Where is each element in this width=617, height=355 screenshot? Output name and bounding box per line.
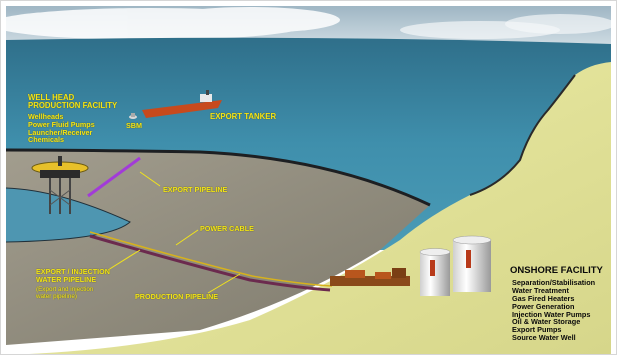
well-head-platform bbox=[31, 156, 89, 214]
well-head-item: Chemicals bbox=[28, 135, 64, 145]
well-head-item: Launcher/Receiver bbox=[28, 127, 93, 137]
production-pipeline-line bbox=[89, 234, 331, 292]
onshore-item: Power Generation bbox=[512, 301, 575, 311]
onshore-item: Source Water Well bbox=[512, 333, 576, 343]
onshore-item: Separation/Stabilisation bbox=[512, 278, 596, 287]
export-injection-note-line: (Export and injection bbox=[36, 286, 94, 293]
water-layer bbox=[5, 187, 131, 243]
export-pipeline-label: EXPORT PIPELINE bbox=[163, 185, 228, 194]
onshore-item: Water Treatment bbox=[512, 285, 569, 295]
export-injection-note-line: water pipeline) bbox=[36, 292, 77, 300]
well-head-item: Wellheads bbox=[28, 112, 64, 121]
storage-tank-left bbox=[419, 248, 451, 296]
seabed-rim bbox=[5, 148, 431, 207]
leader-lines bbox=[107, 171, 241, 294]
export-injection-note: (Export and injection water pipeline) bbox=[36, 286, 94, 301]
well-head-title-line: WELL HEAD bbox=[28, 93, 75, 102]
well-head-title-line: PRODUCTION FACILITY bbox=[28, 101, 118, 111]
onshore-item: Injection Water Pumps bbox=[512, 309, 591, 319]
onshore-item: Gas Fired Heaters bbox=[512, 293, 575, 303]
production-pipeline-label: PRODUCTION PIPELINE bbox=[135, 292, 219, 301]
clouds bbox=[0, 7, 615, 40]
power-cable-line bbox=[89, 231, 333, 287]
sbm-buoy bbox=[129, 113, 137, 119]
well-head-item: Power Fluid Pumps bbox=[28, 119, 95, 129]
onshore-facility-items: Separation/Stabilisation Water Treatment… bbox=[512, 279, 595, 342]
onshore-plant bbox=[330, 268, 410, 286]
coastline bbox=[469, 74, 576, 196]
power-cable-label: POWER CABLE bbox=[200, 224, 254, 233]
well-head-title: WELL HEAD PRODUCTION FACILITY bbox=[28, 93, 118, 111]
onshore-item: Export Pumps bbox=[512, 325, 562, 335]
storage-tank-right bbox=[452, 235, 492, 292]
export-pipeline-line bbox=[87, 156, 141, 198]
export-injection-label-line: EXPORT / INJECTION bbox=[36, 267, 110, 276]
onshore-facility-title: ONSHORE FACILITY bbox=[510, 265, 603, 276]
export-tanker bbox=[142, 90, 222, 118]
export-injection-label-line: WATER PIPELINE bbox=[36, 274, 97, 284]
sbm-label: SBM bbox=[126, 121, 142, 130]
seabed bbox=[6, 150, 430, 345]
onshore-item: Oil & Water Storage bbox=[512, 317, 581, 327]
export-injection-label: EXPORT / INJECTION WATER PIPELINE bbox=[36, 268, 110, 284]
well-head-items: Wellheads Power Fluid Pumps Launcher/Rec… bbox=[28, 113, 95, 144]
export-tanker-label: EXPORT TANKER bbox=[210, 112, 277, 121]
